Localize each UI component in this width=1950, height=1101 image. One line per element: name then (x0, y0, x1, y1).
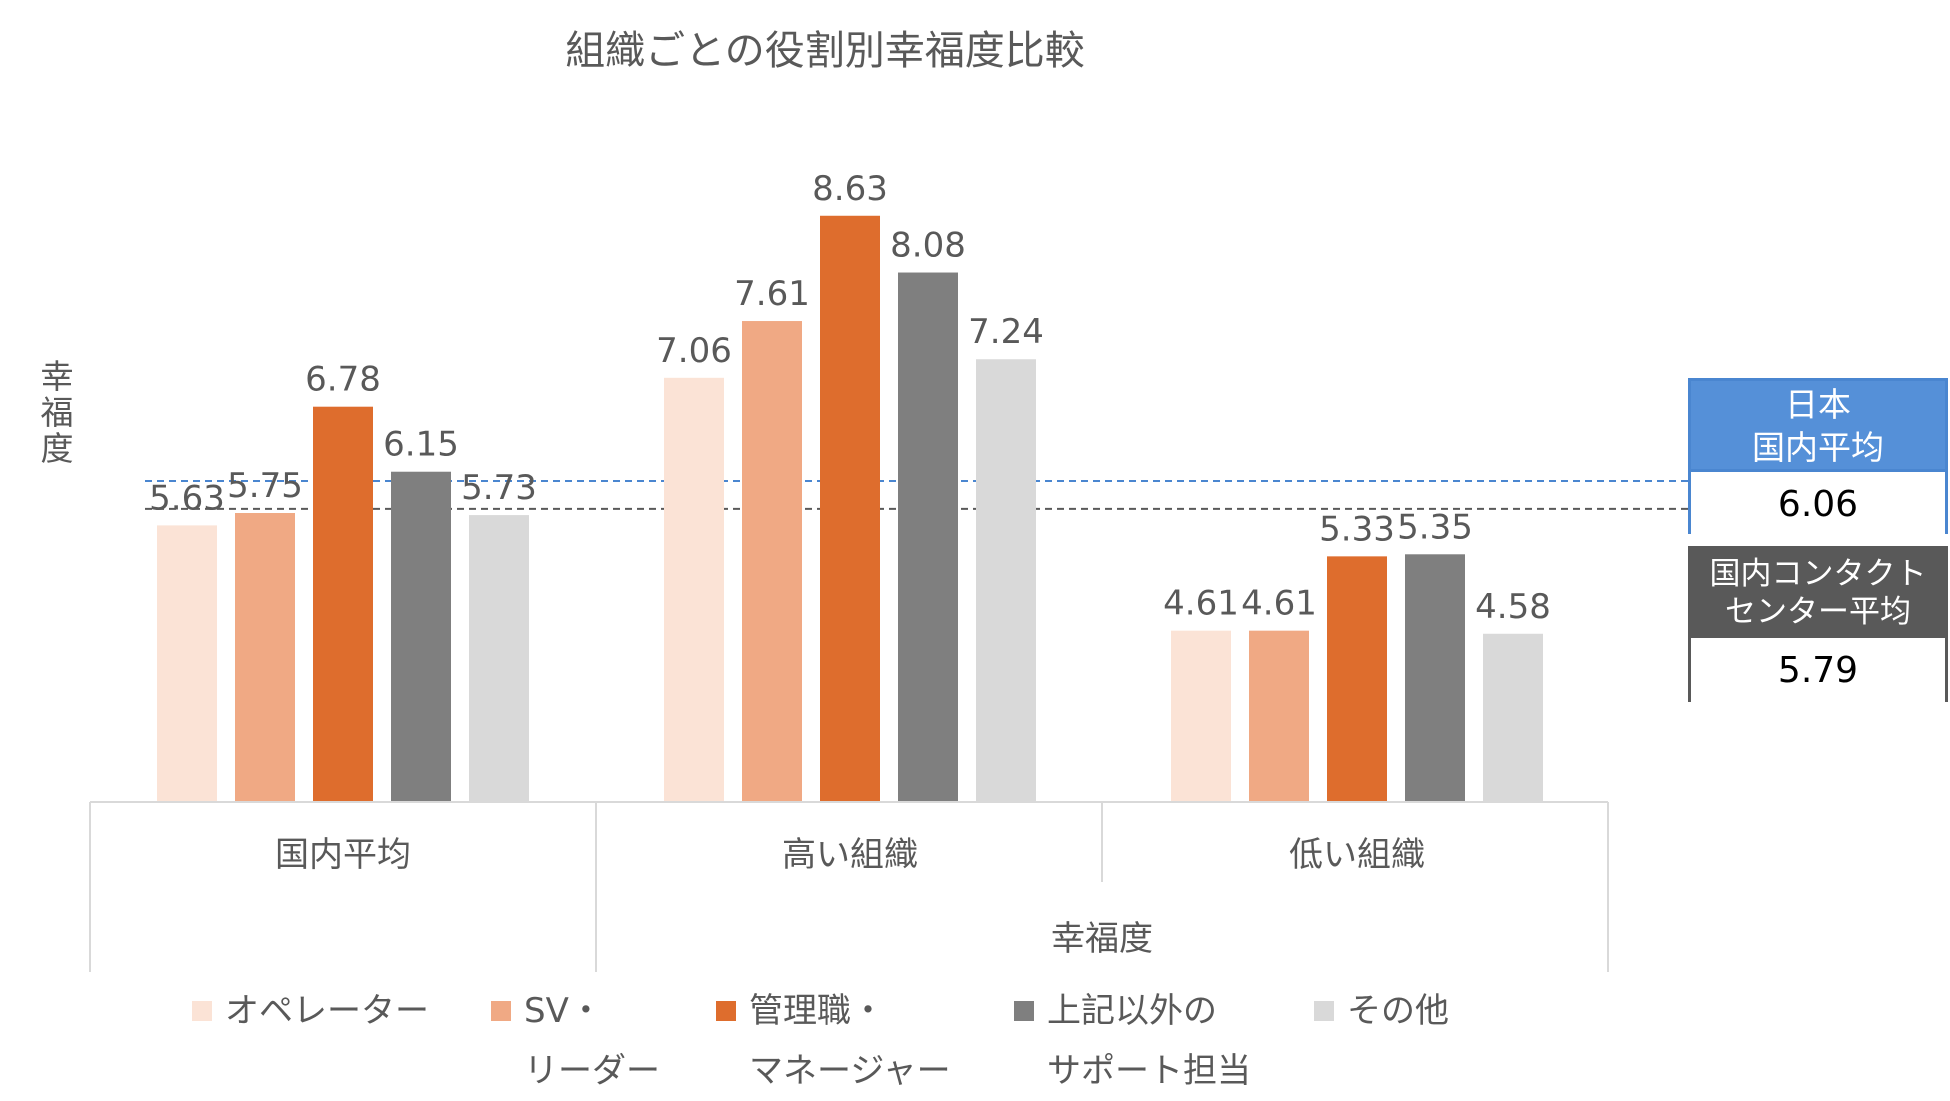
category-axis-table (89, 801, 1609, 972)
data-label: 4.58 (1475, 587, 1551, 627)
data-label: 7.24 (968, 312, 1044, 352)
category-label: 高い組織 (782, 835, 918, 875)
data-label: 7.06 (656, 331, 732, 371)
bar (469, 515, 529, 802)
x-axis-label: 幸福度 (1051, 919, 1153, 959)
data-label: 8.08 (890, 226, 966, 266)
legend-swatch (491, 1001, 511, 1021)
contact-center-label-line1: 国内コンタクト (1709, 556, 1927, 592)
category-labels: 国内平均 高い組織 低い組織 (275, 835, 1425, 875)
y-axis-label: 幸福度 (41, 357, 74, 468)
bar (1171, 630, 1231, 802)
legend-swatch (192, 1001, 212, 1021)
legend-label: サポート担当 (1047, 1051, 1251, 1091)
legend-label: マネージャー (749, 1051, 951, 1091)
data-label: 4.61 (1241, 584, 1317, 624)
data-label: 6.78 (305, 360, 381, 400)
bar (391, 471, 451, 802)
bar (157, 525, 217, 802)
chart-title: 組織ごとの役割別幸福度比較 (565, 28, 1085, 74)
legend-swatch (716, 1001, 736, 1021)
legend-label: オペレーター (225, 991, 429, 1031)
data-label: 5.63 (149, 478, 225, 518)
contact-center-average-callout: 国内コンタクト センター平均 5.79 (1688, 546, 1948, 702)
contact-center-label-line2: センター平均 (1725, 594, 1911, 630)
legend-label: 上記以外の (1047, 991, 1217, 1031)
japan-average-label-line1: 日本 (1785, 385, 1851, 424)
legend-swatch (1014, 1001, 1034, 1021)
data-label: 5.35 (1397, 507, 1473, 547)
bars (157, 215, 1543, 803)
japan-average-callout: 日本 国内平均 6.06 (1688, 378, 1948, 536)
japan-average-value: 6.06 (1691, 469, 1945, 536)
bar (1327, 556, 1387, 802)
bar (1249, 630, 1309, 802)
legend-label: リーダー (524, 1051, 660, 1091)
legend-label: SV・ (524, 991, 603, 1031)
category-label: 国内平均 (275, 835, 411, 875)
bar (898, 272, 958, 803)
data-label: 6.15 (383, 425, 459, 465)
data-label: 5.73 (461, 468, 537, 508)
bar (976, 359, 1036, 802)
bar (1483, 633, 1543, 802)
data-label: 5.33 (1319, 509, 1395, 549)
y-axis-label-char: 幸 (41, 357, 74, 396)
bar (313, 406, 373, 802)
legend-swatch (1314, 1001, 1334, 1021)
data-label: 4.61 (1163, 584, 1239, 624)
data-labels: 5.63 7.06 4.61 5.75 7.61 4.61 6.78 8.63 5.33 6.15… (149, 169, 1551, 627)
data-label: 5.75 (227, 466, 303, 506)
legend-label: 管理職・ (749, 991, 885, 1031)
bar (820, 215, 880, 802)
bar (664, 377, 724, 802)
bar (742, 321, 802, 802)
contact-center-value: 5.79 (1691, 635, 1945, 702)
data-label: 7.61 (734, 274, 810, 314)
y-axis-label-char: 度 (41, 429, 74, 468)
bar (235, 513, 295, 802)
legend-label: その他 (1347, 991, 1449, 1031)
category-label: 低い組織 (1289, 835, 1425, 875)
y-axis-label-char: 福 (41, 393, 74, 432)
bar (1405, 554, 1465, 802)
japan-average-label-line2: 国内平均 (1752, 428, 1884, 467)
data-label: 8.63 (812, 169, 888, 209)
